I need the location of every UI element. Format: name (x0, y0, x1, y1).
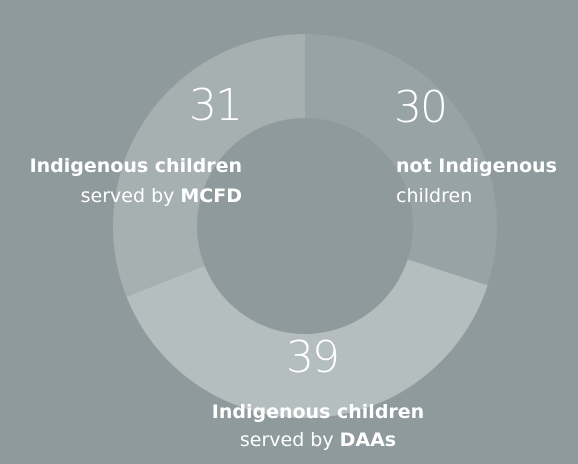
label-heading: Indigenous children (30, 155, 242, 177)
donut-slice (126, 259, 488, 419)
label-plain: served by (81, 185, 175, 207)
label-text: children (396, 185, 472, 207)
labels: 30 not Indigenous children 39 Indigenous chi… (30, 80, 557, 451)
label-text: served by MCFD (81, 185, 242, 207)
label-emphasis: MCFD (180, 185, 242, 207)
label-plain: served by (240, 429, 334, 451)
donut-slice (112, 34, 305, 297)
label-heading: Indigenous children (212, 401, 424, 423)
label-text: served by DAAs (240, 429, 396, 451)
donut-slice (305, 34, 497, 286)
value-label: 30 (394, 82, 446, 133)
label-plain: children (396, 185, 472, 207)
label-heading: not Indigenous (396, 155, 557, 177)
value-label: 31 (189, 80, 241, 131)
value-label: 39 (286, 332, 338, 383)
label-emphasis: DAAs (340, 429, 397, 451)
slices (112, 34, 497, 419)
